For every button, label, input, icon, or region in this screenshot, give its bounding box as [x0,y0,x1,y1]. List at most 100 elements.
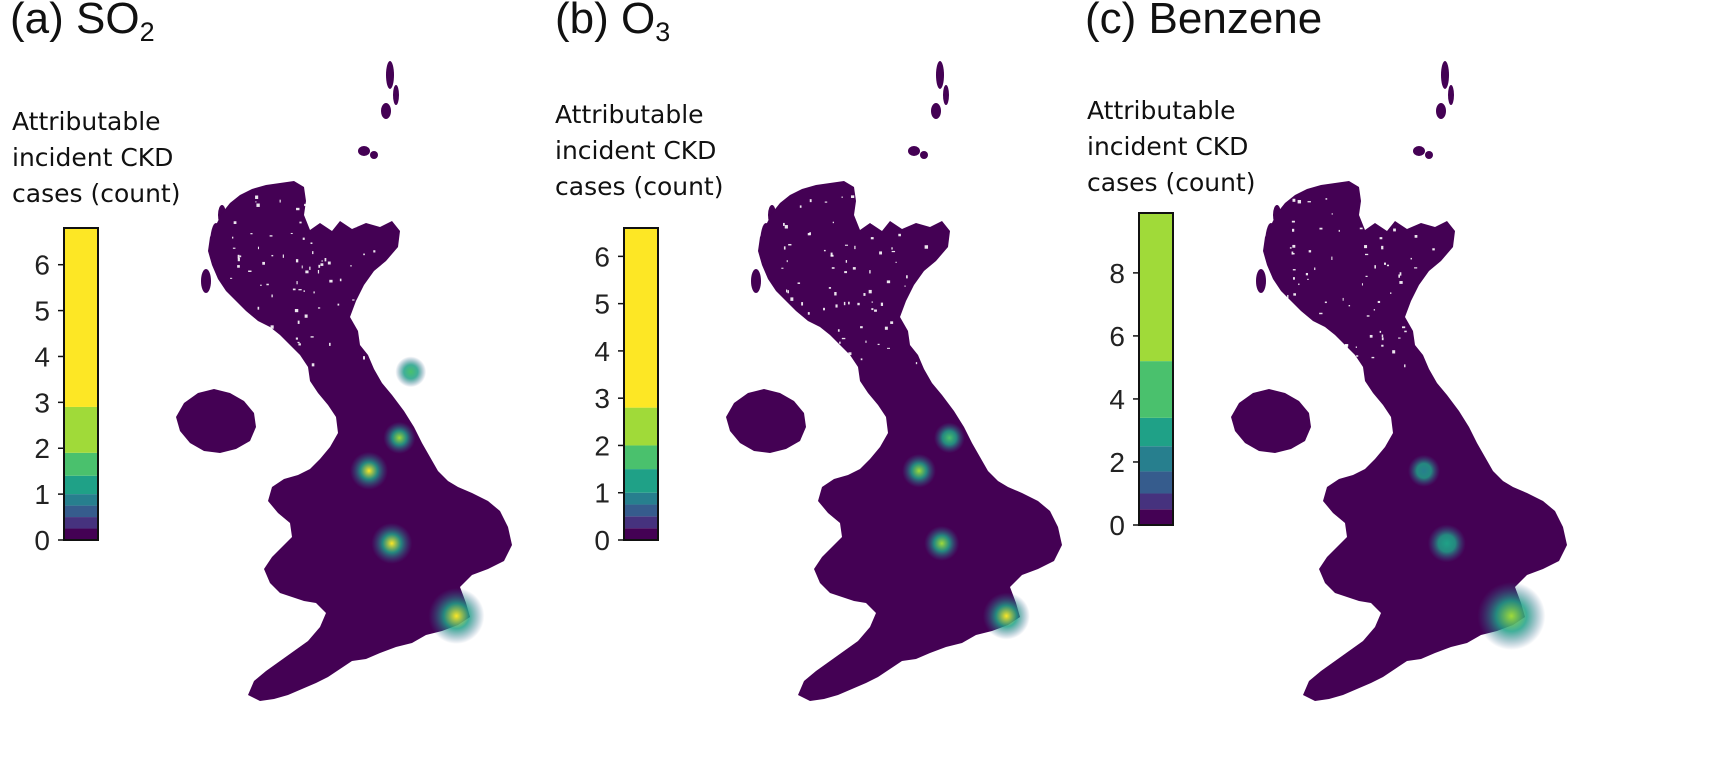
sparse-area-speck [891,250,896,253]
great-britain-shape [208,181,512,701]
sparse-area-speck [1365,202,1367,206]
sparse-area-speck [329,342,331,346]
sparse-area-speck [248,270,252,272]
sparse-area-speck [297,341,300,344]
colorbar-bin [624,228,658,408]
sparse-area-speck [232,247,236,249]
colorbar-bin [64,406,98,453]
sparse-area-speck [279,199,281,203]
hotspot-manchester [902,453,936,488]
sparse-area-speck [1432,248,1435,251]
sparse-area-speck [786,289,788,293]
sparse-area-speck [828,345,830,348]
sparse-area-speck [832,221,834,224]
colorbar-bin [1139,446,1173,472]
colorbar-frame [1138,212,1174,526]
sparse-area-speck [1386,264,1390,267]
legend-title: Attributable incident CKD cases (count) [1087,93,1255,201]
sparse-area-speck [887,347,891,349]
sparse-area-speck [1355,346,1357,348]
sparse-area-speck [1292,269,1296,271]
sparse-area-speck [904,285,906,287]
colorbar-bin [624,407,658,446]
sparse-area-speck [269,235,273,237]
sparse-area-speck [255,195,259,199]
sparse-area-speck [824,201,828,203]
sparse-area-speck [337,303,340,306]
sparse-area-speck [1297,200,1302,204]
island-shape [908,146,920,156]
sparse-area-speck [297,320,300,324]
sparse-area-speck [1324,301,1327,304]
great-britain-shape [1263,181,1567,701]
sparse-area-speck [890,321,894,324]
island-shape [1441,61,1449,89]
sparse-area-speck [317,307,321,309]
sparse-area-speck [296,207,300,211]
colorbar-bin [1139,471,1173,494]
sparse-area-speck [271,294,273,298]
colorbar-bin [64,452,98,476]
sparse-area-speck [1414,267,1418,269]
sparse-area-speck [299,221,302,224]
sparse-area-speck [863,293,866,296]
sparse-area-speck [880,302,884,306]
sparse-area-speck [339,278,342,282]
sparse-area-speck [1331,256,1333,260]
hotspot-manchester [1408,454,1440,487]
sparse-area-speck [871,308,874,311]
sparse-area-speck [1287,294,1289,299]
sparse-area-speck [1292,244,1296,248]
sparse-area-speck [1399,281,1403,284]
island-shape [358,146,370,156]
sparse-area-speck [304,203,306,207]
sparse-area-speck [328,221,332,223]
sparse-area-speck [290,232,293,235]
sparse-area-speck [1331,213,1333,215]
island-shape [920,151,928,159]
sparse-area-speck [786,260,788,263]
sparse-area-speck [363,253,365,256]
sparse-area-speck [319,219,323,223]
sparse-area-speck [787,290,789,294]
sparse-area-speck [313,199,315,201]
sparse-area-speck [329,279,333,283]
sparse-area-speck [1307,278,1309,280]
sparse-area-speck [1348,364,1351,368]
sparse-area-speck [906,275,908,279]
sparse-area-speck [1366,315,1370,317]
sparse-area-speck [900,216,904,219]
legend-title: Attributable incident CKD cases (count) [555,97,723,205]
hotspot-birmingham [371,522,413,564]
colorbar-tick-label: 0 [594,525,610,556]
sparse-area-speck [321,260,323,262]
sparse-area-speck [1393,228,1396,232]
sparse-area-speck [1374,265,1376,269]
colorbar-tick-label: 2 [34,433,50,464]
sparse-area-speck [850,195,855,198]
sparse-area-speck [1293,293,1297,296]
sparse-area-speck [1365,275,1368,278]
sparse-area-speck [1369,334,1373,338]
sparse-area-speck [1364,253,1369,256]
colorbar-tick-label: 2 [1109,447,1125,478]
sparse-area-speck [1398,337,1401,339]
sparse-area-speck [854,245,856,250]
colorbar-bin [1139,213,1173,362]
hotspot-birmingham [924,525,960,561]
colorbar-bin [64,528,98,540]
sparse-area-speck [1292,228,1295,232]
colorbar-bin [1139,361,1173,418]
panel-title: (a) SO2 [10,0,155,47]
sparse-area-speck [927,302,930,305]
sparse-area-speck [809,199,812,203]
sparse-area-speck [790,297,794,301]
colorbar-bin [624,469,658,493]
sparse-area-speck [1333,358,1336,361]
sparse-area-speck [1381,245,1384,250]
sparse-area-speck [1307,201,1311,203]
sparse-area-speck [860,358,863,361]
sparse-area-speck [230,277,233,279]
sparse-area-speck [310,336,314,338]
sparse-area-speck [1314,267,1316,271]
